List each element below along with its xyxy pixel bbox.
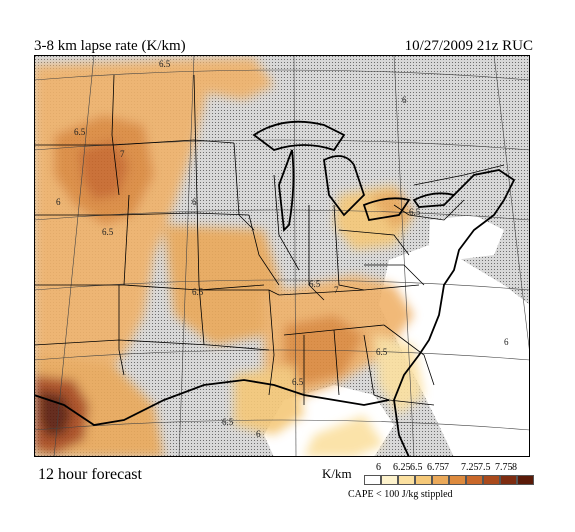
map-border — [34, 55, 530, 457]
legend-tick-label: 7.75 — [495, 462, 513, 473]
legend-tick-label: 7 — [444, 462, 449, 473]
contour-label: 6.5 — [192, 287, 204, 297]
legend-swatch — [415, 475, 432, 485]
state-boundaries — [34, 74, 505, 406]
contour-label: 6 — [192, 197, 197, 207]
contour-label: 6 — [402, 95, 407, 105]
legend-tick-label: 8 — [512, 462, 517, 473]
legend-units: K/km — [322, 466, 352, 481]
contour-label: 6.5 — [159, 59, 171, 69]
legend-swatch — [517, 475, 534, 485]
contour-label: 6.5 — [102, 227, 114, 237]
contour-label: 6.5 — [222, 417, 234, 427]
contour-label: 6.5 — [409, 207, 421, 217]
contour-label: 7 — [334, 285, 339, 295]
contour-labels: 6.5 6 7 6.5 6.5 6 6.5 6.5 7 6.5 6.5 6 6.… — [56, 59, 509, 439]
legend-tick-label: 6.5 — [410, 462, 423, 473]
contour-label: 6 — [56, 197, 61, 207]
legend-swatch — [364, 475, 381, 485]
contour-label: 6.5 — [74, 127, 86, 137]
lapse-rate-map: 6.5 6 7 6.5 6.5 6 6.5 6.5 7 6.5 6.5 6 6.… — [34, 55, 530, 457]
legend-tick-label: 6.75 — [427, 462, 445, 473]
legend-tick-label: 6.25 — [393, 462, 411, 473]
contour-label: 6.5 — [376, 347, 388, 357]
contour-label: 6.5 — [309, 279, 321, 289]
legend-swatch — [483, 475, 500, 485]
legend-swatch — [449, 475, 466, 485]
legend-tick-label: 6 — [376, 462, 381, 473]
forecast-label: 12 hour forecast — [38, 466, 142, 483]
legend-tick-label: 7.5 — [478, 462, 491, 473]
legend-swatch — [381, 475, 398, 485]
coastlines — [34, 120, 516, 457]
lapse-rate-shading — [34, 58, 424, 457]
contour-label: 6 — [256, 429, 261, 439]
contour-label: 7 — [120, 149, 125, 159]
map-title: 3-8 km lapse rate (K/km) — [34, 38, 186, 54]
legend-swatch — [466, 475, 483, 485]
stipple-note: CAPE < 100 J/kg stippled — [348, 489, 453, 500]
run-info: 10/27/2009 21z RUC — [404, 38, 533, 54]
legend-swatch — [432, 475, 449, 485]
contour-label: 6.5 — [292, 377, 304, 387]
contour-label: 6 — [504, 337, 509, 347]
legend-swatch — [398, 475, 415, 485]
legend-tick-label: 7.25 — [461, 462, 479, 473]
legend-swatch — [500, 475, 517, 485]
